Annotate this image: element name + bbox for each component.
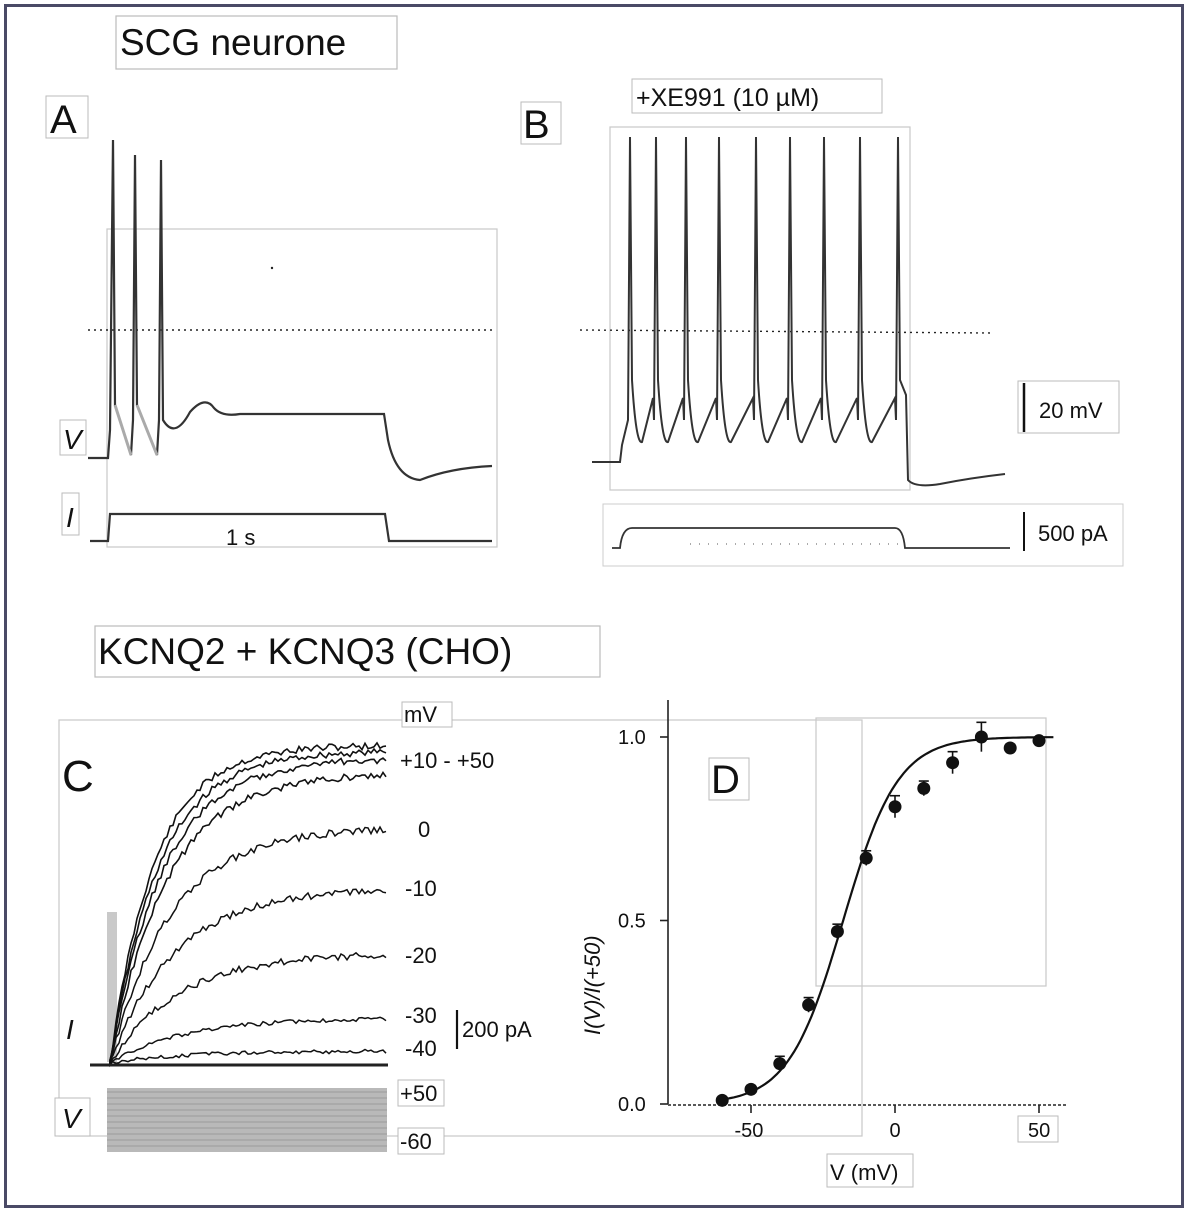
panel-d-x-tick-label: -50: [735, 1120, 764, 1142]
panel-d-letter: D: [711, 758, 740, 802]
panel-d-fit-curve: [716, 736, 1054, 1102]
panel-d-x-axis-label-box: [826, 1153, 914, 1188]
panel-d-data-point: [946, 756, 960, 770]
panel-c-protocol-top-box: [397, 1079, 445, 1107]
top-section-title: SCG neurone: [120, 22, 346, 63]
panel-d-data-point: [917, 781, 931, 795]
panel-d-data-point: [1003, 741, 1017, 755]
panel-a-time-scale-label: 1 s: [226, 525, 255, 550]
panel-c-current-trace: [109, 1048, 387, 1064]
panel-a-v-label-box: [59, 419, 87, 456]
panel-c-current-trace: [109, 747, 387, 1063]
panel-a: A V I 1 s: [45, 95, 498, 550]
panel-d-x-tick-label: 0: [890, 1120, 901, 1142]
panel-c-current-traces: [109, 741, 387, 1068]
panel-c-unit-label-box: [401, 701, 453, 728]
panel-c-trace-label: -40: [405, 1036, 437, 1061]
panel-c-current-trace: [109, 1016, 387, 1068]
panel-b-voltage-trace: [592, 136, 1006, 487]
panel-d-data-point: [773, 1057, 787, 1071]
panel-b-v-scale-box: [1017, 380, 1120, 434]
panel-a-dot: [270, 266, 274, 270]
panel-c-current-trace: [109, 741, 387, 1065]
panel-a-voltage-trace: [88, 139, 493, 482]
panel-d-y-axis-label: I(V)/I(+50): [580, 935, 605, 1035]
panel-a-box: [106, 228, 498, 548]
panel-d-data-point: [859, 851, 873, 865]
panel-c-protocol-bottom-box: [397, 1127, 445, 1155]
panel-c-current-trace: [109, 771, 387, 1063]
panel-b-letter-box: [520, 101, 562, 145]
panel-a-i-label-box: [61, 492, 80, 536]
panel-c-unit-label: mV: [404, 702, 437, 727]
top-title-box: [115, 15, 398, 70]
panel-c-capacitive-band: [107, 912, 117, 1062]
panel-c-current-scale-label: 200 pA: [462, 1017, 532, 1042]
panel-c-protocol-top-label: +50: [400, 1081, 437, 1106]
panel-b-voltage-scale-label: 20 mV: [1039, 398, 1103, 423]
panel-a-letter-box: [45, 95, 89, 139]
panel-c-current-trace: [109, 887, 387, 1063]
panel-d-data-point: [1032, 734, 1046, 748]
panel-d-letter-box: [708, 757, 750, 801]
panel-d-data-point: [830, 925, 844, 939]
panel-b-current-scale-label: 500 pA: [1038, 521, 1108, 546]
panel-d-y-tick-label: 0.0: [618, 1094, 646, 1116]
panel-d-data-point: [744, 1082, 758, 1096]
panel-b-letter: B: [523, 103, 550, 147]
panel-d-data-point: [888, 800, 902, 814]
panel-c-current-trace: [109, 757, 387, 1064]
panel-a-v-label: V: [63, 424, 84, 455]
panel-a-ramp-highlight: [113, 404, 159, 456]
panel-b-drug-label-box: [631, 78, 883, 114]
panel-c-i-label: I: [66, 1014, 74, 1045]
panel-d-x-axis-label: V (mV): [830, 1160, 898, 1185]
panel-c-current-trace: [109, 825, 387, 1064]
panel-a-i-label: I: [66, 502, 74, 533]
panel-d-box: [815, 717, 1047, 987]
panel-b-drug-label: +XE991 (10 µM): [636, 84, 819, 112]
panel-d-data-point: [715, 1093, 729, 1107]
panel-d-y-tick-label: 1.0: [618, 727, 646, 749]
panel-b-current-box: [602, 503, 1124, 567]
panel-d-data-points: [715, 721, 1046, 1107]
bottom-title-box: [94, 625, 601, 678]
figure-frame: [4, 4, 1184, 1208]
panel-c: C mV +10 - +50 0 -10 -20 -30 -40 200 pA …: [54, 701, 863, 1155]
panel-d-axes: 0.0 0.5 1.0 -50 0 50: [618, 700, 1066, 1143]
panel-d-y-tick-label: 0.5: [618, 911, 646, 933]
panel-b-box: [609, 126, 911, 491]
panel-d-data-point: [974, 730, 988, 744]
panel-c-protocol-lines: [107, 1091, 387, 1147]
panel-a-letter: A: [50, 98, 77, 142]
panel-a-current-trace: [90, 512, 492, 543]
panel-d: D 0.0 0.5 1.0 -50 0 50 I(V)/I(+50) V (mV): [580, 700, 1066, 1188]
panel-c-v-label: V: [62, 1103, 83, 1134]
panel-c-letter: C: [62, 752, 94, 801]
panel-c-box: [58, 719, 863, 1137]
panel-c-trace-label: +10 - +50: [400, 748, 494, 773]
panel-b-current-trace: [612, 527, 1010, 549]
panel-c-current-trace: [109, 951, 387, 1064]
panel-c-trace-label: 0: [418, 817, 430, 842]
panel-c-protocol-bottom-label: -60: [400, 1129, 432, 1154]
panel-d-x-tick-label: 50: [1028, 1120, 1050, 1142]
panel-d-data-point: [802, 998, 816, 1012]
panel-b: B +XE991 (10 µM) 20 mV 500 pA: [520, 78, 1124, 567]
panel-c-trace-label: -20: [405, 943, 437, 968]
bottom-section-title: KCNQ2 + KCNQ3 (CHO): [98, 631, 512, 672]
panel-c-v-label-box: [54, 1097, 91, 1137]
panel-b-zero-line: [579, 329, 991, 334]
panel-c-voltage-protocol: [107, 1088, 387, 1152]
panel-c-trace-label: -10: [405, 876, 437, 901]
panel-d-tick-box: [1017, 1115, 1059, 1143]
panel-c-trace-label: -30: [405, 1003, 437, 1028]
